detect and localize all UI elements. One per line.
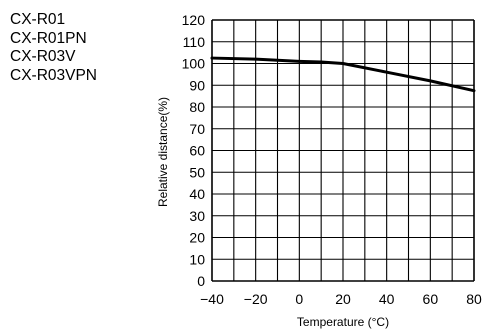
y-tick-label: 120 (182, 12, 206, 28)
chart-grid (211, 19, 475, 282)
x-tick-label: 80 (466, 291, 482, 307)
model-name: CX-R03V (10, 48, 76, 65)
x-tick-label: −20 (244, 291, 268, 307)
model-name: CX-R03VPN (10, 66, 97, 84)
x-tick-label: 40 (379, 291, 395, 307)
y-tick-label: 30 (189, 208, 205, 224)
y-tick-label: 100 (182, 56, 206, 72)
y-tick-label: 110 (183, 34, 206, 50)
x-tick-label: −40 (200, 291, 224, 307)
x-tick-label: 0 (295, 291, 303, 307)
y-axis-label: Relative distance(%) (156, 97, 170, 207)
model-name: CX-R01 (10, 11, 66, 28)
y-tick-label: 60 (189, 143, 205, 159)
x-tick-label: 20 (335, 291, 351, 307)
y-tick-label: 90 (189, 77, 205, 93)
y-tick-label: 40 (189, 186, 205, 202)
model-name: CX-R01PN (10, 29, 87, 47)
y-tick-label: 50 (189, 164, 205, 180)
y-tick-label: 0 (197, 273, 205, 289)
x-tick-label: 60 (423, 291, 439, 307)
chart-series (210, 56, 476, 93)
y-tick-label: 70 (189, 121, 205, 137)
y-tick-label: 20 (189, 230, 205, 246)
x-axis-label: Temperature (°C) (297, 315, 389, 329)
y-tick-label: 80 (189, 99, 205, 115)
series-line (210, 56, 476, 93)
model-list: CX-R01 CX-R01PN CX-R03V CX-R03VPN (10, 11, 97, 85)
chart-ticks: 0 10 20 30 40 50 60 70 80 90 100 110 120 −40 −20 0 20 40 6… (182, 12, 482, 307)
y-tick-label: 10 (189, 251, 205, 267)
